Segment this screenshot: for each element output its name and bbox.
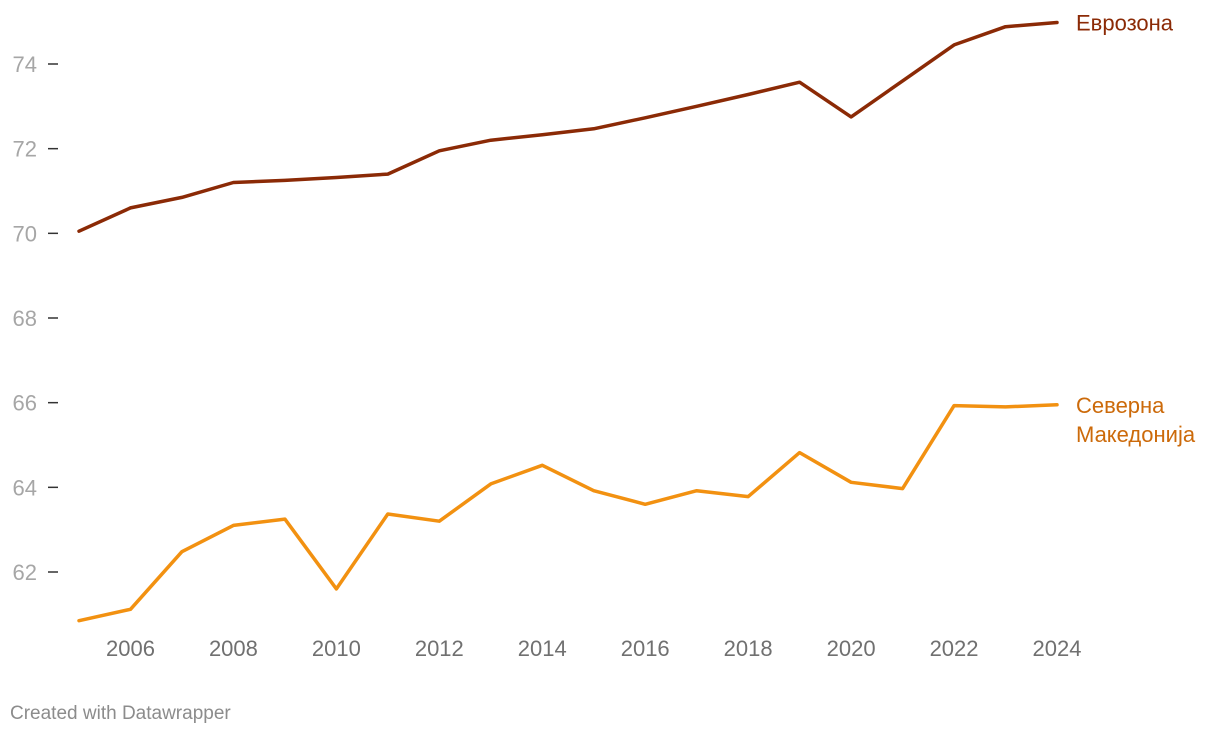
x-tick-label: 2012: [415, 636, 464, 661]
x-tick-label: 2020: [827, 636, 876, 661]
y-tick-label: 62: [13, 560, 37, 585]
series-lines: [77, 20, 1059, 623]
y-tick-label: 68: [13, 306, 37, 331]
y-tick-label: 74: [13, 52, 37, 77]
y-tick-label: 66: [13, 391, 37, 416]
series-labels: Еврозона Северна Македонија: [1076, 11, 1196, 447]
x-tick-label: 2016: [621, 636, 670, 661]
x-tick-label: 2022: [930, 636, 979, 661]
series-label-eurozone: Еврозона: [1076, 11, 1174, 36]
series-line-eurozone: [77, 20, 1059, 233]
x-tick-label: 2006: [106, 636, 155, 661]
datawrapper-credit: Created with Datawrapper: [10, 703, 231, 724]
y-tick-label: 70: [13, 221, 37, 246]
x-tick-label: 2008: [209, 636, 258, 661]
y-tick-label: 72: [13, 137, 37, 162]
x-tick-label: 2014: [518, 636, 567, 661]
y-tick-label: 64: [13, 475, 37, 500]
x-tick-label: 2010: [312, 636, 361, 661]
series-label-north-macedonia: Северна Македонија: [1076, 393, 1196, 447]
x-tick-label: 2024: [1033, 636, 1082, 661]
y-axis: 62 64 66 68 70 72 74: [13, 52, 58, 585]
x-axis: 2006 2008 2010 2012 2014 2016 2018 2020 2022 2024: [106, 636, 1081, 661]
series-line-north-macedonia: [77, 403, 1059, 623]
x-tick-label: 2018: [724, 636, 773, 661]
